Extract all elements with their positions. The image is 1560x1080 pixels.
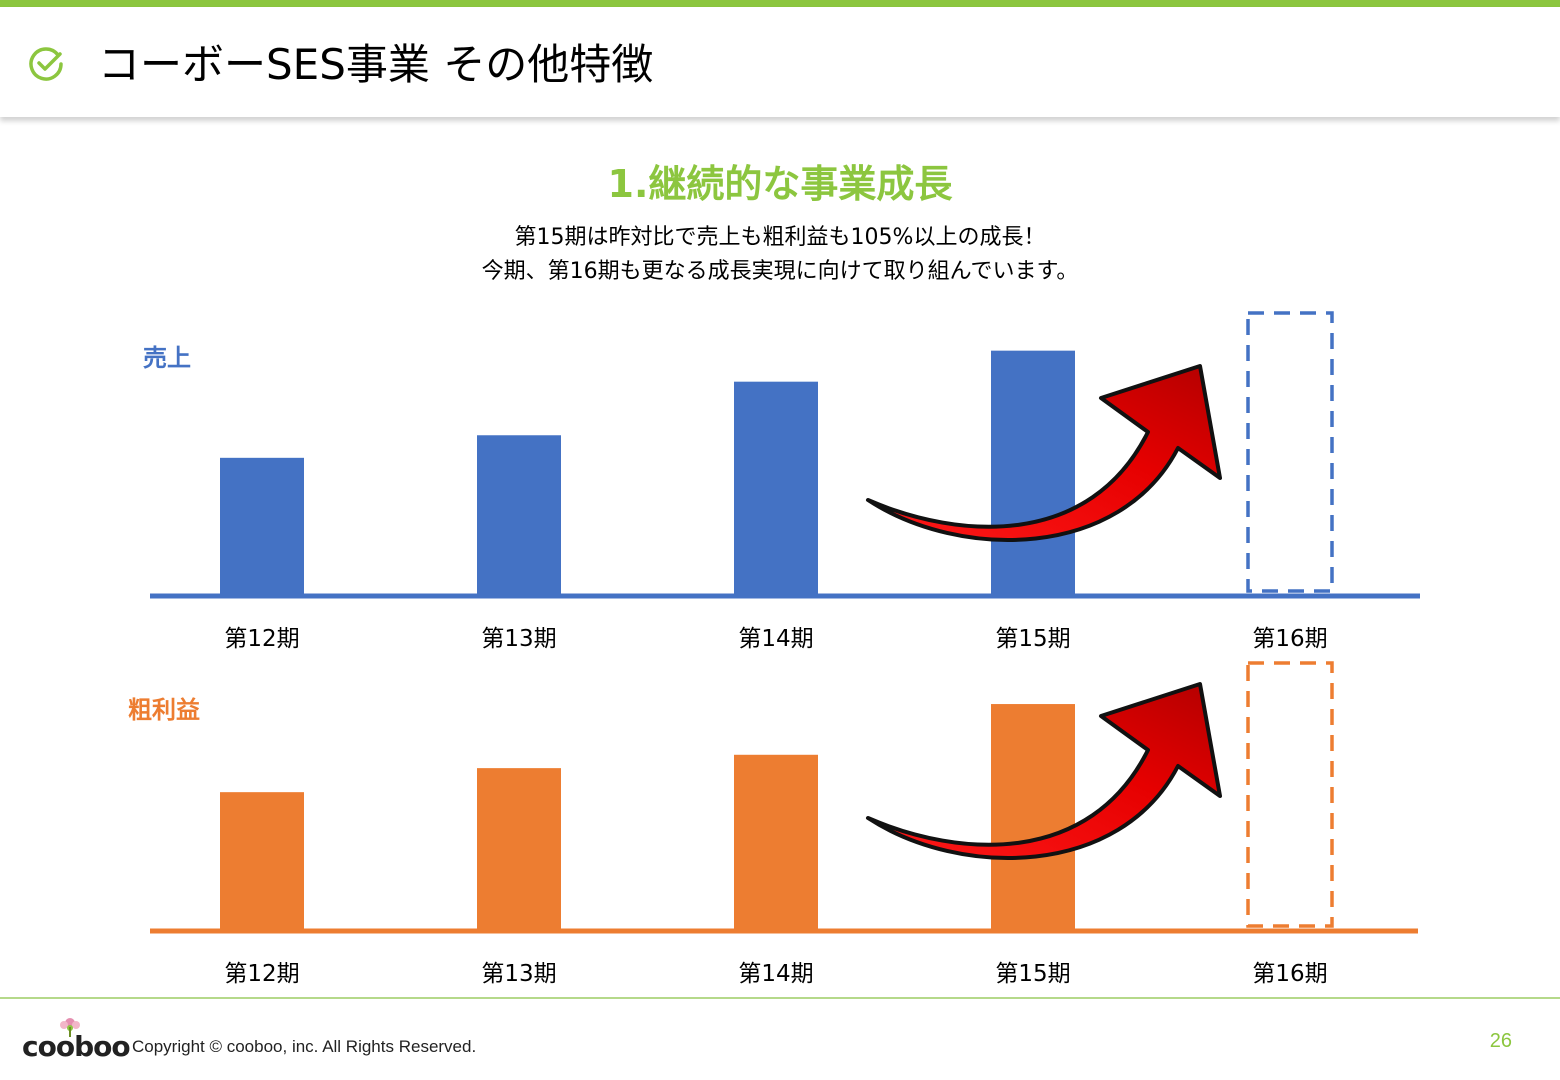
- gross-profit-tick-label-5: 第16期: [1252, 961, 1327, 987]
- gross-profit-growth-arrow-icon: [866, 682, 1222, 860]
- copyright: Copyright © cooboo, inc. All Rights Rese…: [132, 1037, 477, 1056]
- sales-bar-4: [991, 350, 1075, 596]
- sales-bar-3: [734, 381, 818, 596]
- top-accent-bar: [0, 0, 1560, 7]
- sales-tick-label-1: 第12期: [224, 626, 299, 652]
- footer-divider: [0, 997, 1560, 999]
- gross-profit-chart-title: 粗利益: [128, 696, 200, 724]
- sales-bar-1: [220, 457, 304, 596]
- page-title: コーボーSES事業 その他特徴: [98, 40, 654, 89]
- gross-profit-bar-3: [734, 754, 818, 931]
- header: コーボーSES事業 その他特徴: [0, 7, 1560, 117]
- check-circle-icon: [29, 47, 63, 81]
- sales-tick-label-2: 第13期: [481, 626, 556, 652]
- gross-profit-bar-1: [220, 792, 304, 931]
- sales-bar-2: [477, 435, 561, 596]
- gross-profit-projected-bar: [1246, 661, 1334, 928]
- logo-text: cooboo: [22, 1030, 131, 1063]
- sales-tick-label-4: 第15期: [995, 626, 1070, 652]
- gross-profit-bar-2: [477, 768, 561, 931]
- gross-profit-bar-4: [991, 704, 1075, 931]
- sales-tick-label-3: 第14期: [738, 626, 813, 652]
- gross-profit-tick-label-2: 第13期: [481, 961, 556, 987]
- gross-profit-tick-label-3: 第14期: [738, 961, 813, 987]
- sales-growth-arrow-icon: [866, 364, 1222, 542]
- gross-profit-tick-label-1: 第12期: [224, 961, 299, 987]
- gross-profit-tick-label-4: 第15期: [995, 961, 1070, 987]
- sales-tick-label-5: 第16期: [1252, 626, 1327, 652]
- sales-projected-bar: [1246, 311, 1334, 593]
- gross-profit-growth-arrow-shape: [866, 682, 1222, 860]
- subtitle-line-1: 第15期は昨対比で売上も粗利益も105%以上の成長！: [514, 225, 1046, 250]
- section-title: 1.継続的な事業成長: [607, 162, 953, 206]
- subtitle-line-2: 今期、第16期も更なる成長実現に向けて取り組んでいます。: [481, 259, 1079, 284]
- page-number: 26: [1489, 1030, 1512, 1052]
- cooboo-logo-icon: [60, 1018, 80, 1037]
- sales-growth-arrow-shape: [866, 364, 1222, 542]
- sales-chart-title: 売上: [143, 344, 191, 372]
